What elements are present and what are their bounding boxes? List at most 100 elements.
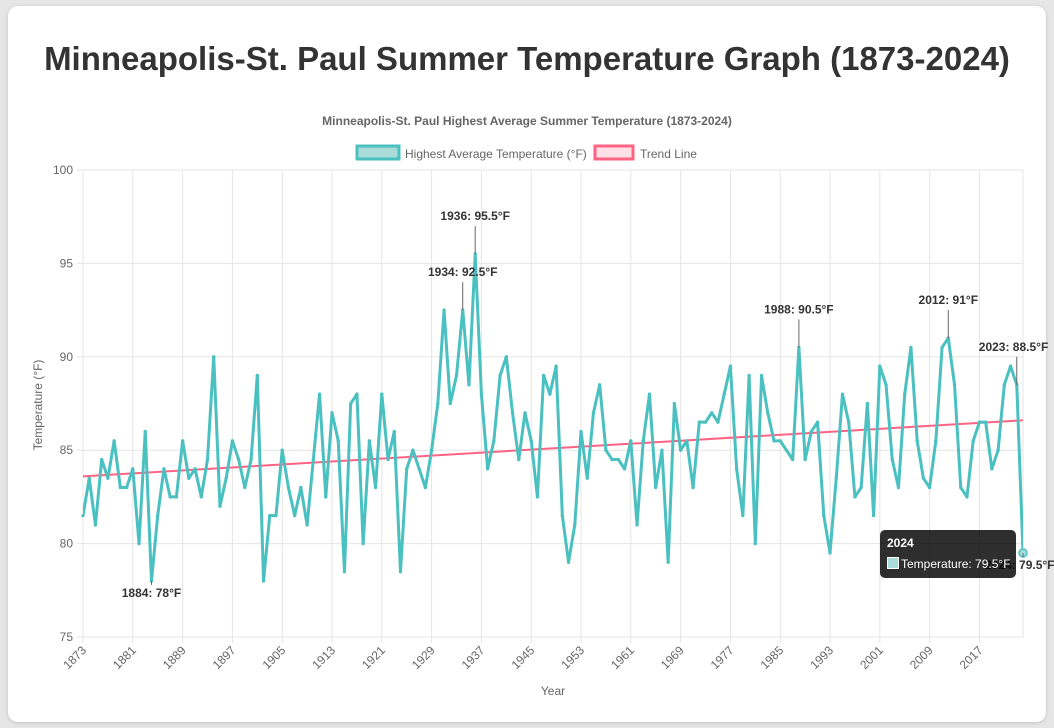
grid-lines xyxy=(77,169,1024,643)
data-point xyxy=(249,457,253,462)
data-point xyxy=(261,579,266,583)
data-point xyxy=(442,308,446,312)
data-point xyxy=(373,485,378,490)
data-point xyxy=(99,457,104,462)
x-tick-label: 2017 xyxy=(957,643,986,672)
data-point xyxy=(1002,383,1007,387)
data-point xyxy=(268,513,272,518)
chart-card xyxy=(8,6,1046,722)
data-point xyxy=(716,420,720,424)
tooltip-row: Temperature: 79.5°F xyxy=(887,557,1011,571)
data-point xyxy=(909,345,913,350)
data-point xyxy=(616,457,621,462)
series-layer xyxy=(81,252,1028,583)
data-point xyxy=(448,401,453,406)
legend-label-trend-line: Trend Line xyxy=(640,147,697,161)
data-point xyxy=(871,513,876,518)
data-point xyxy=(697,420,702,424)
x-tick-label: 1969 xyxy=(658,643,687,672)
data-point xyxy=(554,364,558,368)
x-tick-label: 1937 xyxy=(459,643,488,672)
data-point xyxy=(361,541,365,546)
data-point xyxy=(286,485,291,490)
annotation-layer: 1884: 78°F 1934: 92.5°F 1936: 95.5°F 1988: … xyxy=(122,209,1054,600)
data-point xyxy=(971,439,975,443)
data-point xyxy=(846,420,851,424)
data-point xyxy=(784,448,789,452)
x-tick-label: 2001 xyxy=(857,643,886,672)
data-point xyxy=(81,513,85,518)
x-tick-label: 1913 xyxy=(309,643,338,672)
annotation-label: 1934: 92.5°F xyxy=(428,265,498,279)
data-point xyxy=(927,485,932,490)
data-point xyxy=(429,448,434,452)
chart-title: Minneapolis-St. Paul Highest Average Sum… xyxy=(322,114,732,128)
data-point xyxy=(635,523,639,527)
legend-item-temperature[interactable]: Highest Average Temperature (°F) xyxy=(355,144,587,161)
data-point xyxy=(529,439,533,443)
data-point xyxy=(921,476,926,480)
temperature-series-line xyxy=(83,252,1023,583)
data-point xyxy=(479,392,484,396)
data-point xyxy=(311,457,316,462)
tooltip-swatch xyxy=(887,557,899,569)
data-point xyxy=(510,411,515,415)
data-point xyxy=(747,373,751,378)
data-point xyxy=(131,467,135,471)
data-point xyxy=(597,383,602,387)
annotation-label: 2012: 91°F xyxy=(919,293,979,307)
data-point xyxy=(610,457,614,462)
data-point xyxy=(417,467,421,471)
legend[interactable]: Highest Average Temperature (°F) Trend L… xyxy=(355,144,697,161)
data-point xyxy=(305,523,309,527)
data-point xyxy=(853,495,857,499)
data-point xyxy=(940,345,944,350)
data-point xyxy=(585,476,589,480)
x-tick-label: 1993 xyxy=(807,643,836,672)
data-point xyxy=(112,439,116,443)
data-point xyxy=(93,523,98,527)
y-axis-label: Temperature (°F) xyxy=(31,360,45,451)
data-point xyxy=(199,495,204,499)
x-tick-label: 1897 xyxy=(210,643,239,672)
data-point xyxy=(666,560,670,565)
data-point xyxy=(834,476,838,480)
data-point xyxy=(299,485,303,490)
y-tick-label: 80 xyxy=(60,537,74,551)
data-point xyxy=(647,392,652,396)
data-point xyxy=(828,551,832,555)
data-point xyxy=(243,485,247,490)
data-point xyxy=(230,439,235,443)
data-point xyxy=(840,392,845,396)
data-point xyxy=(211,355,216,359)
data-point xyxy=(591,411,596,415)
data-point xyxy=(485,467,490,471)
legend-swatch-temperature xyxy=(355,144,401,161)
data-point xyxy=(317,392,322,396)
data-point xyxy=(137,541,141,546)
data-point xyxy=(193,467,197,471)
data-point xyxy=(168,495,172,499)
x-tick-label: 2009 xyxy=(907,643,936,672)
data-point xyxy=(896,485,901,490)
data-point xyxy=(236,457,241,462)
data-point xyxy=(703,420,708,424)
data-point xyxy=(187,476,191,480)
data-point xyxy=(174,495,179,499)
tooltip: 2024 Temperature: 79.5°F xyxy=(880,530,1016,578)
x-tick-label: 1929 xyxy=(409,643,438,672)
data-point xyxy=(772,439,776,443)
data-point xyxy=(859,485,863,490)
data-point xyxy=(155,513,160,518)
data-point xyxy=(336,439,340,443)
data-point xyxy=(672,401,677,406)
x-tick-label: 1873 xyxy=(60,643,89,672)
data-point xyxy=(865,401,870,406)
annotation-label: 1936: 95.5°F xyxy=(440,209,510,223)
x-tick-label: 1921 xyxy=(359,643,388,672)
data-point xyxy=(348,401,353,406)
x-tick-label: 1905 xyxy=(260,643,289,672)
data-point xyxy=(292,513,297,518)
data-point xyxy=(205,457,210,462)
legend-item-trend-line[interactable]: Trend Line xyxy=(593,144,697,161)
